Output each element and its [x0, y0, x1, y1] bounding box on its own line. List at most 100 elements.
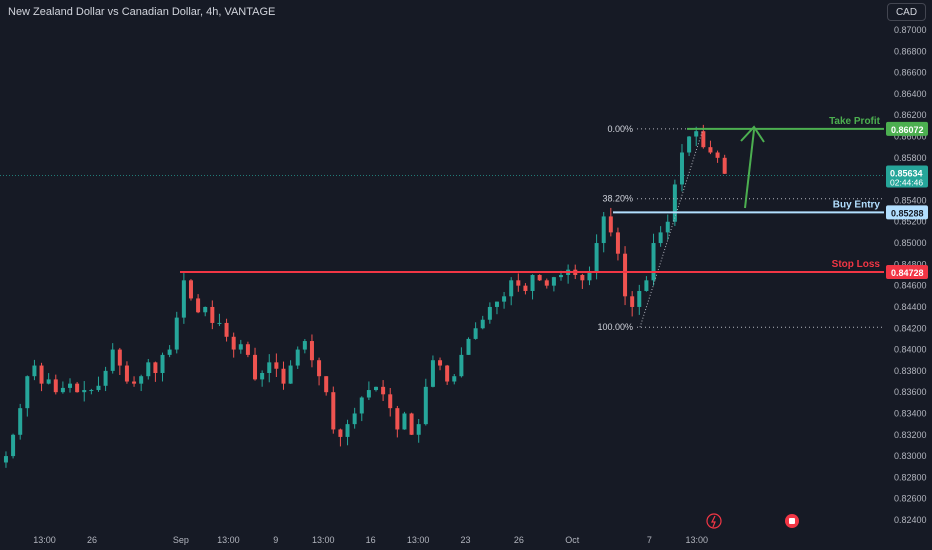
candle	[438, 360, 443, 366]
candle	[174, 317, 179, 350]
candle	[203, 306, 208, 313]
candle	[509, 280, 514, 297]
candle	[338, 429, 343, 437]
candle	[715, 152, 720, 158]
candle	[637, 290, 642, 307]
candle	[124, 365, 129, 382]
current-price-tag	[886, 165, 928, 188]
candle	[587, 272, 592, 281]
candle	[381, 386, 386, 395]
candle	[430, 360, 435, 387]
x-tick-label: Oct	[565, 535, 580, 545]
candle	[39, 365, 44, 384]
candle	[559, 275, 564, 278]
y-tick-label: 0.86800	[894, 46, 927, 56]
candle	[352, 413, 357, 425]
candle	[480, 319, 485, 329]
candle	[110, 349, 115, 371]
candle	[238, 344, 243, 350]
y-tick-label: 0.86400	[894, 89, 927, 99]
candle	[267, 362, 272, 373]
candle	[608, 216, 613, 233]
candle	[665, 221, 670, 233]
lightning-icon[interactable]	[706, 513, 722, 529]
candle	[366, 390, 371, 398]
candle	[644, 280, 649, 291]
x-tick-label: 26	[87, 535, 97, 545]
candle	[217, 322, 222, 324]
candle	[445, 365, 450, 382]
price-tag-label: 0.85288	[891, 208, 924, 218]
candle	[623, 253, 628, 297]
price-tag	[886, 265, 928, 280]
y-tick-label: 0.83600	[894, 387, 927, 397]
candle	[359, 397, 364, 414]
x-tick-label: 13:00	[686, 535, 709, 545]
y-tick-label: 0.84800	[894, 259, 927, 269]
candle	[117, 349, 122, 366]
x-tick-label: 13:00	[217, 535, 240, 545]
candle	[516, 280, 521, 286]
candle	[580, 275, 585, 281]
candle	[473, 328, 478, 339]
candle	[224, 322, 229, 337]
price-tag	[886, 205, 928, 220]
candle	[388, 394, 393, 409]
candle	[694, 131, 699, 137]
candle	[651, 243, 656, 281]
candle	[487, 306, 492, 320]
candle	[281, 368, 286, 384]
candle	[402, 413, 407, 430]
candle	[459, 354, 464, 377]
y-tick-label: 0.83000	[894, 451, 927, 461]
fib-label: 100.00%	[597, 322, 633, 332]
level-name: Buy Entry	[833, 199, 881, 210]
candle	[82, 390, 87, 393]
level-name: Stop Loss	[832, 259, 881, 270]
y-tick-label: 0.83800	[894, 366, 927, 376]
price-tag-label: 0.86072	[891, 125, 924, 135]
y-tick-label: 0.83200	[894, 430, 927, 440]
candle	[3, 456, 8, 463]
candle	[53, 379, 58, 393]
candle	[544, 280, 549, 286]
candle	[551, 277, 556, 286]
candle	[466, 338, 471, 355]
x-tick-label: 9	[273, 535, 278, 545]
candle	[210, 306, 215, 323]
candle	[615, 232, 620, 254]
candle	[188, 280, 193, 299]
chart-title: New Zealand Dollar vs Canadian Dollar, 4…	[8, 6, 276, 18]
x-tick-label: 13:00	[33, 535, 56, 545]
y-tick-label: 0.84000	[894, 345, 927, 355]
fib-label: 38.20%	[602, 194, 633, 204]
y-tick-label: 0.85200	[894, 217, 927, 227]
candle	[295, 349, 300, 366]
candle	[452, 376, 457, 382]
candle	[153, 362, 158, 373]
candle	[146, 362, 151, 377]
x-tick-label: 13:00	[407, 535, 430, 545]
x-tick-label: 7	[647, 535, 652, 545]
x-tick-label: 26	[514, 535, 524, 545]
current-price-label: 0.85634	[890, 169, 923, 179]
candle	[245, 344, 250, 355]
lightning-glyph	[711, 515, 716, 528]
y-tick-label: 0.84200	[894, 323, 927, 333]
candle	[373, 386, 378, 391]
up-arrow-head	[740, 125, 765, 143]
candle	[274, 362, 279, 369]
candle	[60, 387, 65, 393]
up-arrow	[744, 129, 755, 209]
y-tick-label: 0.86000	[894, 132, 927, 142]
alert-glyph	[789, 518, 795, 524]
y-tick-label: 0.85000	[894, 238, 927, 248]
candle	[537, 275, 542, 281]
candle	[32, 365, 37, 377]
candle	[288, 365, 293, 384]
candle	[25, 376, 30, 409]
candle	[196, 298, 201, 313]
countdown-label: 02:44:46	[890, 178, 923, 188]
currency-button[interactable]: CAD	[887, 3, 926, 21]
